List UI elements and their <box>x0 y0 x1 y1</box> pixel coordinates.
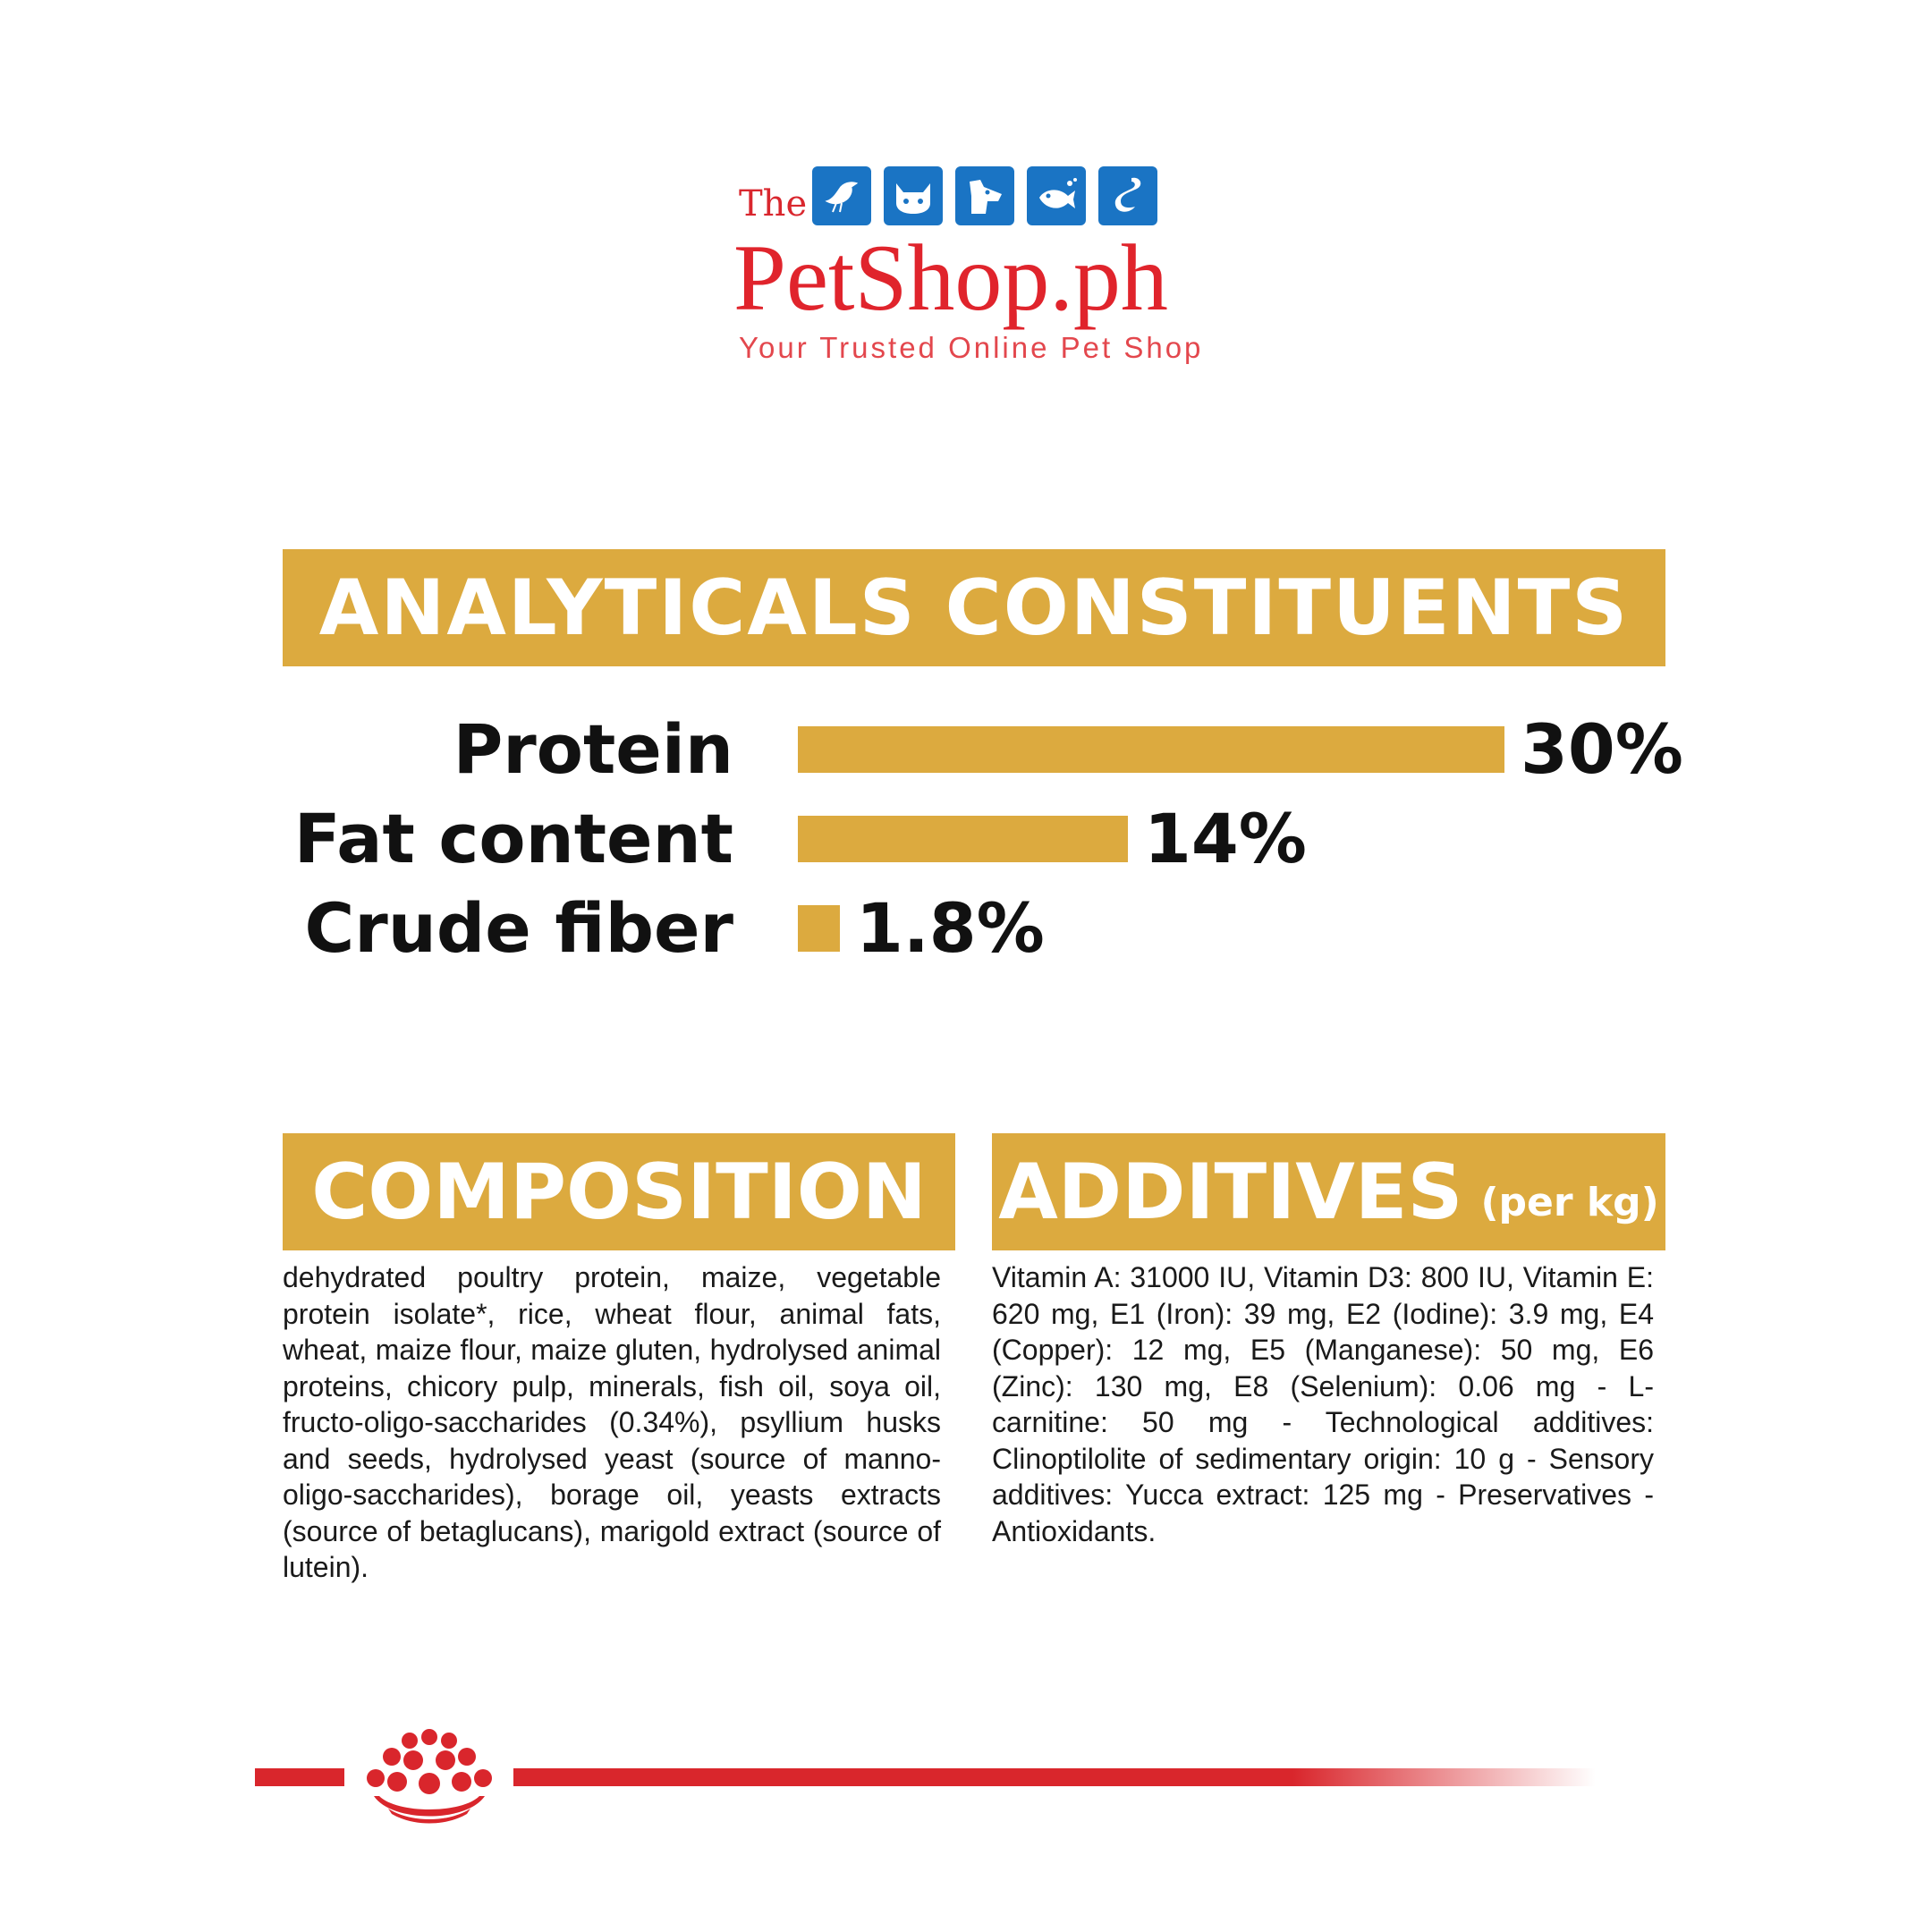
analytics-value: 1.8% <box>856 888 1045 968</box>
logo-the: The <box>739 183 808 225</box>
analytics-value: 30% <box>1521 709 1683 789</box>
analytics-bar <box>798 816 1128 862</box>
composition-header: COMPOSITION <box>283 1133 955 1250</box>
analytics-label: Protein <box>453 709 733 789</box>
composition-title: COMPOSITION <box>311 1147 927 1237</box>
analytics-row-fat: Fat content 14% <box>0 794 1932 884</box>
footer-line-left <box>255 1768 344 1786</box>
analytics-bar <box>798 905 840 952</box>
additives-subtitle: (per kg) <box>1480 1180 1659 1225</box>
analytics-title: ANALYTICALS CONSTITUENTS <box>318 563 1630 653</box>
analytics-header: ANALYTICALS CONSTITUENTS <box>283 549 1665 666</box>
site-logo: The <box>733 161 1234 376</box>
additives-title: ADDITIVES <box>998 1147 1463 1237</box>
analytics-bar <box>798 726 1504 773</box>
analytics-value: 14% <box>1144 799 1307 878</box>
fish-icon <box>1027 166 1086 225</box>
cat-icon <box>884 166 943 225</box>
dog-icon <box>955 166 1014 225</box>
royal-canin-crown-icon <box>356 1726 503 1825</box>
additives-header: ADDITIVES (per kg) <box>992 1133 1665 1250</box>
snake-icon <box>1098 166 1157 225</box>
composition-text: dehydrated poultry protein, maize, veget… <box>283 1261 941 1583</box>
logo-tagline: Your Trusted Online Pet Shop <box>739 331 1204 364</box>
logo-name: PetShop.ph <box>733 225 1168 330</box>
analytics-row-fiber: Crude fiber 1.8% <box>0 884 1932 973</box>
logo-icons <box>812 166 1157 225</box>
analytics-row-protein: Protein 30% <box>0 705 1932 794</box>
bird-icon <box>812 166 871 225</box>
analytics-label: Crude fiber <box>304 888 733 968</box>
footer-line-right <box>513 1768 1596 1786</box>
additives-text: Vitamin A: 31000 IU, Vitamin D3: 800 IU,… <box>992 1261 1654 1547</box>
analytics-label: Fat content <box>293 799 733 878</box>
